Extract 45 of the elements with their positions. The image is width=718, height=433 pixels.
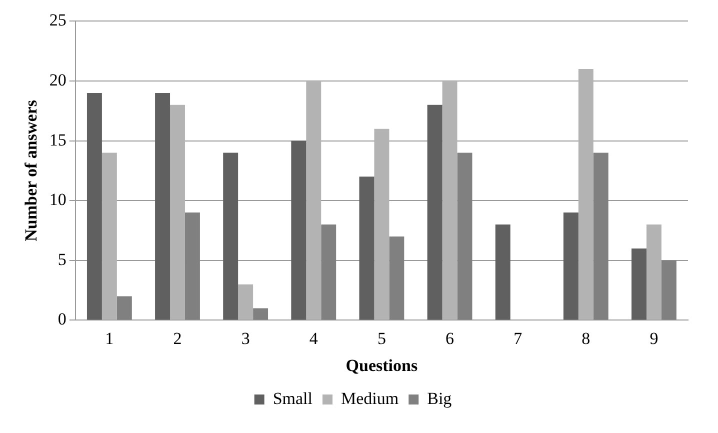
y-tick-label: 5 xyxy=(58,250,66,269)
bar xyxy=(359,176,374,320)
bar xyxy=(291,140,306,320)
x-tick-label: 2 xyxy=(173,328,182,348)
bar xyxy=(661,260,676,320)
x-axis-title: Questions xyxy=(346,356,418,376)
bar xyxy=(184,212,200,320)
x-tick-label: 1 xyxy=(105,328,114,348)
bar xyxy=(457,152,472,320)
bar xyxy=(495,224,510,320)
bar xyxy=(86,92,102,320)
y-axis-title: Number of answers xyxy=(22,100,41,242)
bar xyxy=(563,212,578,320)
bar xyxy=(116,296,132,320)
bar xyxy=(593,152,608,320)
bar xyxy=(155,92,170,320)
x-tick-label: 6 xyxy=(446,328,454,348)
x-tick-label: 3 xyxy=(241,328,250,348)
legend-label: Small xyxy=(272,388,313,408)
y-tick-label: 15 xyxy=(49,130,66,150)
bar xyxy=(632,248,646,320)
x-tick-label: 5 xyxy=(377,328,386,348)
x-tick-label: 9 xyxy=(650,328,658,348)
bar xyxy=(102,152,117,320)
bar xyxy=(306,81,322,320)
bar xyxy=(646,224,662,320)
bar xyxy=(321,224,336,320)
bar xyxy=(427,104,442,320)
bar xyxy=(223,152,238,320)
x-tick-label: 4 xyxy=(309,328,318,348)
bar xyxy=(253,308,268,320)
y-tick-label: 10 xyxy=(49,190,66,210)
bar xyxy=(170,104,185,320)
bar xyxy=(578,69,594,320)
legend-label: Medium xyxy=(341,388,399,408)
bar xyxy=(389,236,404,320)
y-tick-label: 0 xyxy=(58,310,66,329)
y-tick-label: 20 xyxy=(49,70,66,90)
bar xyxy=(374,128,390,320)
y-tick-label: 25 xyxy=(49,10,66,30)
x-tick-label: 7 xyxy=(514,328,523,348)
bar xyxy=(238,284,254,320)
x-tick-label: 8 xyxy=(582,328,590,348)
bar xyxy=(442,81,458,320)
legend-label: Big xyxy=(427,388,452,408)
